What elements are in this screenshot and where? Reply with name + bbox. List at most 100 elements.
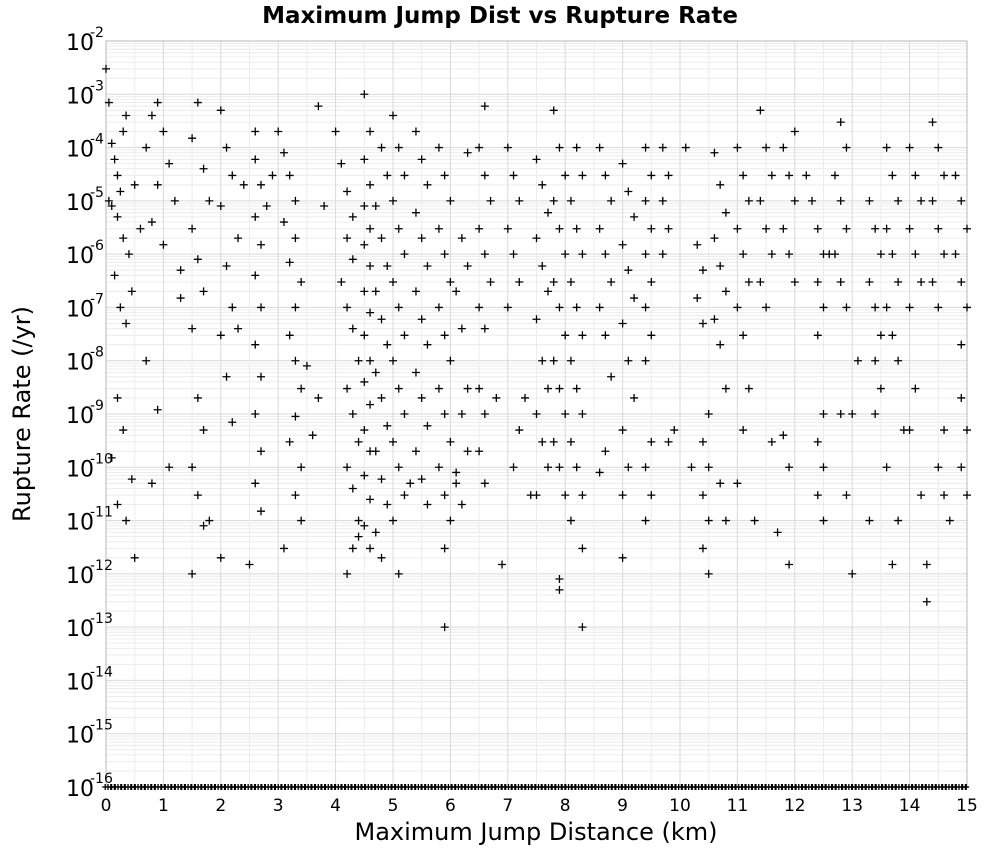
data-point <box>624 356 633 365</box>
data-point <box>618 240 627 249</box>
data-point <box>475 384 484 393</box>
data-point <box>452 287 461 296</box>
data-point <box>555 585 564 594</box>
data-point <box>256 372 265 381</box>
data-point <box>251 410 260 418</box>
data-point <box>492 393 501 402</box>
data-point <box>366 308 375 317</box>
data-point <box>957 393 966 402</box>
data-point <box>199 287 208 296</box>
data-point <box>785 560 794 569</box>
data-point <box>945 516 954 525</box>
data-point <box>348 484 357 493</box>
data-point <box>744 196 753 205</box>
data-point <box>928 118 937 127</box>
data-point <box>188 463 197 472</box>
data-point <box>566 437 575 446</box>
data-point <box>549 356 558 365</box>
data-point <box>446 437 455 446</box>
data-point <box>411 368 420 377</box>
data-point <box>549 437 558 446</box>
data-point <box>876 250 885 259</box>
data-point <box>153 180 162 189</box>
data-point <box>366 127 375 136</box>
data-point <box>480 102 489 111</box>
y-tick-base: 10 <box>66 84 94 109</box>
data-point <box>452 468 461 477</box>
data-point <box>343 569 352 578</box>
y-tick-base: 10 <box>66 244 94 269</box>
data-point <box>819 516 828 525</box>
data-point <box>555 463 564 472</box>
data-point <box>888 331 897 340</box>
data-point <box>406 479 415 488</box>
data-point <box>641 196 650 205</box>
data-point <box>566 196 575 205</box>
data-point <box>159 127 168 136</box>
data-point <box>762 303 771 312</box>
data-point <box>538 437 547 446</box>
data-point <box>285 171 294 180</box>
data-point <box>124 250 133 259</box>
data-point <box>360 202 369 211</box>
data-point <box>314 393 323 402</box>
data-point <box>165 463 174 472</box>
data-point <box>343 187 352 196</box>
y-axis-label: Rupture Rate (/yr) <box>8 306 36 522</box>
data-point <box>348 410 357 418</box>
data-point <box>188 134 197 143</box>
data-point <box>383 500 392 509</box>
data-point <box>153 98 162 107</box>
data-point <box>578 623 587 632</box>
data-point <box>308 431 317 440</box>
data-point <box>641 356 650 365</box>
y-tick-base: 10 <box>66 191 94 216</box>
data-point <box>256 303 265 312</box>
data-point <box>624 463 633 472</box>
data-point <box>360 331 369 340</box>
data-point <box>354 516 363 525</box>
data-point <box>842 224 851 233</box>
data-point <box>543 287 552 296</box>
data-point <box>618 159 627 168</box>
data-point <box>647 171 656 180</box>
data-point <box>142 356 151 365</box>
data-point <box>716 261 725 270</box>
data-point <box>256 447 265 456</box>
data-point <box>940 171 949 180</box>
data-point <box>773 528 782 537</box>
data-point <box>744 384 753 393</box>
data-point <box>779 224 788 233</box>
data-point <box>423 180 432 189</box>
data-point <box>262 202 271 211</box>
data-point <box>377 393 386 402</box>
data-point <box>664 224 673 233</box>
data-point <box>228 171 237 180</box>
data-point <box>532 234 541 243</box>
data-point <box>670 426 679 435</box>
data-point <box>320 202 329 211</box>
data-point <box>555 575 564 584</box>
y-tick-exponent: -10 <box>90 451 113 467</box>
chart-title: Maximum Jump Dist vs Rupture Rate <box>262 3 738 29</box>
y-tick-exponent: -7 <box>90 291 104 307</box>
data-point <box>337 159 346 168</box>
data-point <box>905 426 914 435</box>
data-point <box>440 410 449 418</box>
data-point <box>882 143 891 152</box>
data-point <box>561 171 570 180</box>
data-point <box>664 437 673 446</box>
data-point <box>440 171 449 180</box>
data-point <box>779 143 788 152</box>
data-point <box>383 421 392 430</box>
data-point <box>475 303 484 312</box>
data-point <box>297 516 306 525</box>
data-point <box>739 331 748 340</box>
data-point <box>578 171 587 180</box>
data-point <box>532 155 541 164</box>
data-point <box>389 437 397 446</box>
data-point <box>119 234 128 243</box>
data-point <box>343 234 352 243</box>
data-point <box>291 196 300 205</box>
data-point <box>698 437 707 446</box>
